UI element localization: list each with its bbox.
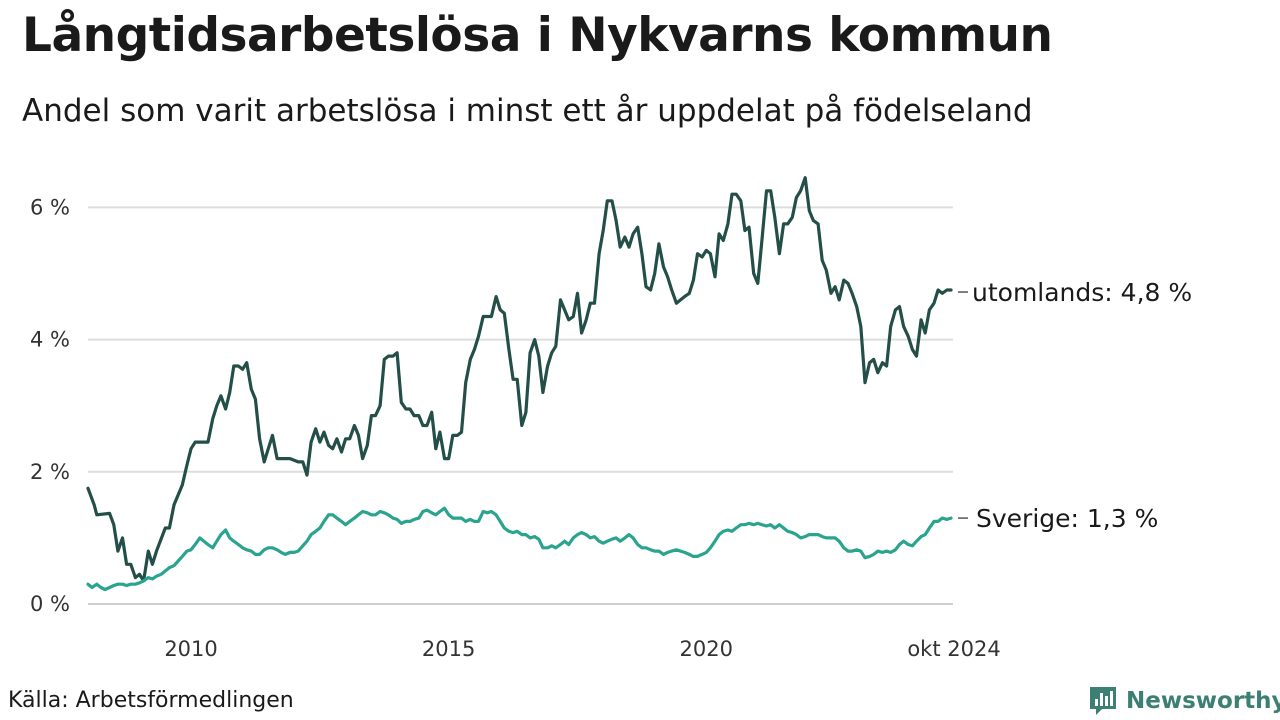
y-axis-ticks: 0 % 2 % 4 % 6 % — [30, 195, 70, 616]
brand-logo: Newsworthy — [1088, 684, 1280, 718]
series-line-utomlands — [86, 176, 953, 583]
chart-subtitle: Andel som varit arbetslösa i minst ett å… — [22, 93, 1033, 129]
x-tick-label: 2010 — [164, 637, 217, 661]
series-label-utomlands: utomlands: 4,8 % — [972, 278, 1192, 307]
y-tick-label: 4 % — [30, 328, 70, 352]
brand-name: Newsworthy — [1126, 688, 1280, 714]
x-tick-label: 2015 — [422, 637, 475, 661]
x-axis-ticks: 2010 2015 2020 okt 2024 — [164, 637, 1000, 661]
chart-title: Långtidsarbetslösa i Nykvarns kommun — [22, 8, 1053, 63]
x-tick-label: 2020 — [680, 637, 733, 661]
bar-chart-bubble-icon — [1090, 687, 1116, 715]
source-note: Källa: Arbetsförmedlingen — [8, 688, 294, 713]
x-tick-label: okt 2024 — [907, 637, 1000, 661]
series-labels: utomlands: 4,8 % Sverige: 1,3 % — [958, 278, 1192, 533]
y-tick-label: 6 % — [30, 195, 70, 219]
series-line-sverige — [86, 506, 953, 592]
series-label-sverige: Sverige: 1,3 % — [976, 504, 1158, 533]
y-tick-label: 0 % — [30, 592, 70, 616]
series-lines — [86, 176, 953, 592]
y-tick-label: 2 % — [30, 460, 70, 484]
